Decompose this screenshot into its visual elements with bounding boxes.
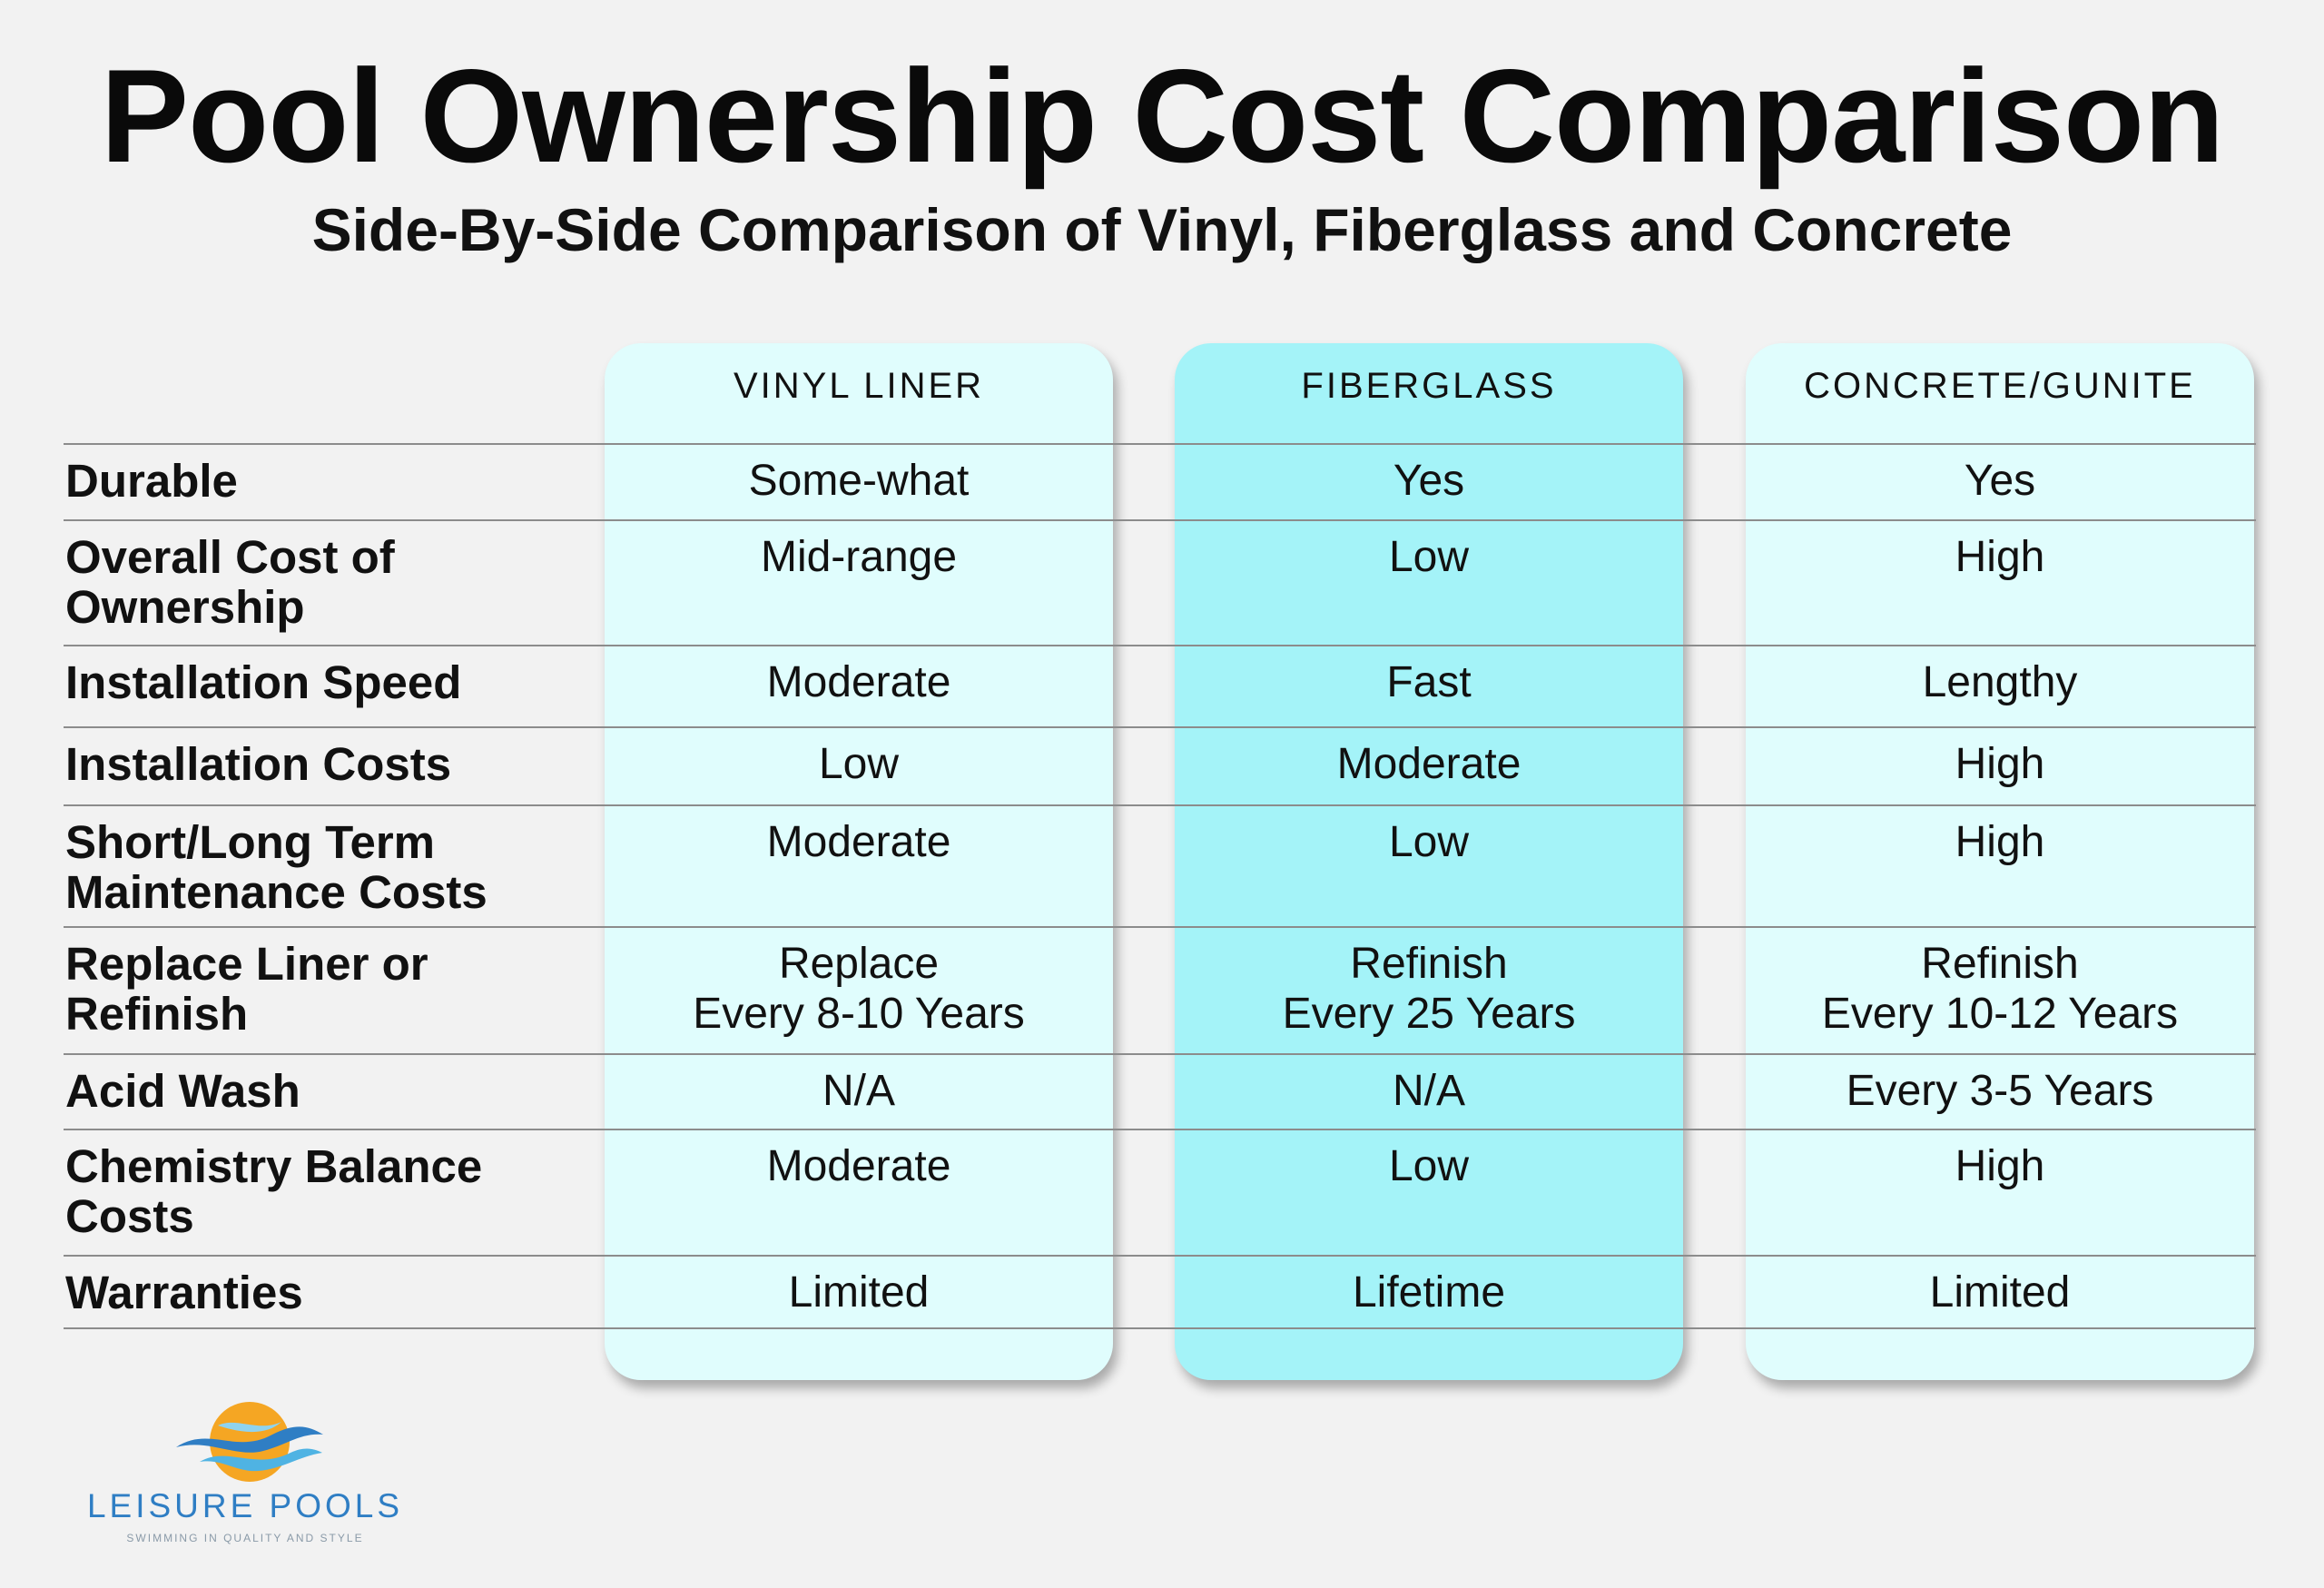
row-label-installation-speed: Installation Speed bbox=[65, 656, 462, 708]
column-header-vinyl: VINYL LINER bbox=[733, 366, 985, 406]
row-divider bbox=[64, 804, 2256, 806]
row-divider bbox=[64, 926, 2256, 928]
vinyl-liner-column bbox=[605, 343, 1113, 1380]
leisure-pools-logo: LEISURE POOLS SWIMMING IN QUALITY AND ST… bbox=[54, 1398, 445, 1553]
table-cell: High bbox=[1955, 533, 2045, 581]
table-cell: Moderate bbox=[766, 1142, 951, 1190]
page-title: Pool Ownership Cost Comparison bbox=[100, 42, 2225, 190]
row-label-replace-liner-or-refinish: Replace Liner or Refinish bbox=[65, 938, 428, 1040]
table-cell: High bbox=[1955, 740, 2045, 788]
table-cell: Every 3-5 Years bbox=[1846, 1067, 2154, 1115]
wave-sun-icon bbox=[176, 1402, 323, 1482]
table-cell: Moderate bbox=[766, 658, 951, 706]
row-divider bbox=[64, 726, 2256, 728]
table-cell: Moderate bbox=[766, 818, 951, 866]
table-cell: Lifetime bbox=[1352, 1268, 1506, 1317]
row-divider bbox=[64, 1255, 2256, 1257]
row-label-durable: Durable bbox=[65, 455, 238, 507]
table-cell: Limited bbox=[1929, 1268, 2071, 1317]
table-cell: Refinish Every 10-12 Years bbox=[1821, 940, 2179, 1038]
row-label-installation-costs: Installation Costs bbox=[65, 738, 452, 790]
row-divider bbox=[64, 443, 2256, 445]
table-cell: Refinish Every 25 Years bbox=[1282, 940, 1576, 1038]
logo-tagline: SWIMMING IN QUALITY AND STYLE bbox=[126, 1532, 364, 1544]
row-divider bbox=[64, 1053, 2256, 1055]
row-divider bbox=[64, 645, 2256, 646]
row-label-short-long-term-maintenance-costs: Short/Long Term Maintenance Costs bbox=[65, 816, 487, 918]
table-cell: N/A bbox=[1392, 1067, 1465, 1115]
row-label-acid-wash: Acid Wash bbox=[65, 1065, 300, 1117]
row-divider bbox=[64, 519, 2256, 521]
table-cell: N/A bbox=[822, 1067, 895, 1115]
column-header-fiberglass: FIBERGLASS bbox=[1301, 366, 1557, 406]
row-label-warranties: Warranties bbox=[65, 1267, 303, 1318]
table-cell: High bbox=[1955, 1142, 2045, 1190]
table-cell: Mid-range bbox=[760, 533, 958, 581]
row-label-overall-cost-of-ownership: Overall Cost of Ownership bbox=[65, 531, 395, 633]
row-divider bbox=[64, 1327, 2256, 1329]
table-cell: Replace Every 8-10 Years bbox=[693, 940, 1025, 1038]
table-cell: Fast bbox=[1386, 658, 1472, 706]
table-cell: Low bbox=[1388, 818, 1470, 866]
table-cell: Yes bbox=[1964, 457, 2036, 505]
row-label-chemistry-balance-costs: Chemistry Balance Costs bbox=[65, 1140, 483, 1242]
table-cell: Yes bbox=[1393, 457, 1465, 505]
table-cell: Limited bbox=[788, 1268, 930, 1317]
table-cell: Low bbox=[1388, 533, 1470, 581]
page-subtitle: Side-By-Side Comparison of Vinyl, Fiberg… bbox=[311, 196, 2013, 263]
table-cell: Some-what bbox=[748, 457, 970, 505]
table-cell: Moderate bbox=[1336, 740, 1521, 788]
table-cell: High bbox=[1955, 818, 2045, 866]
table-cell: Lengthy bbox=[1922, 658, 2078, 706]
table-cell: Low bbox=[1388, 1142, 1470, 1190]
table-cell: Low bbox=[818, 740, 900, 788]
column-header-concrete: CONCRETE/GUNITE bbox=[1804, 366, 2196, 406]
concrete-gunite-column bbox=[1746, 343, 2254, 1380]
logo-wordmark: LEISURE POOLS bbox=[86, 1487, 404, 1524]
row-divider bbox=[64, 1129, 2256, 1130]
fiberglass-column bbox=[1175, 343, 1683, 1380]
